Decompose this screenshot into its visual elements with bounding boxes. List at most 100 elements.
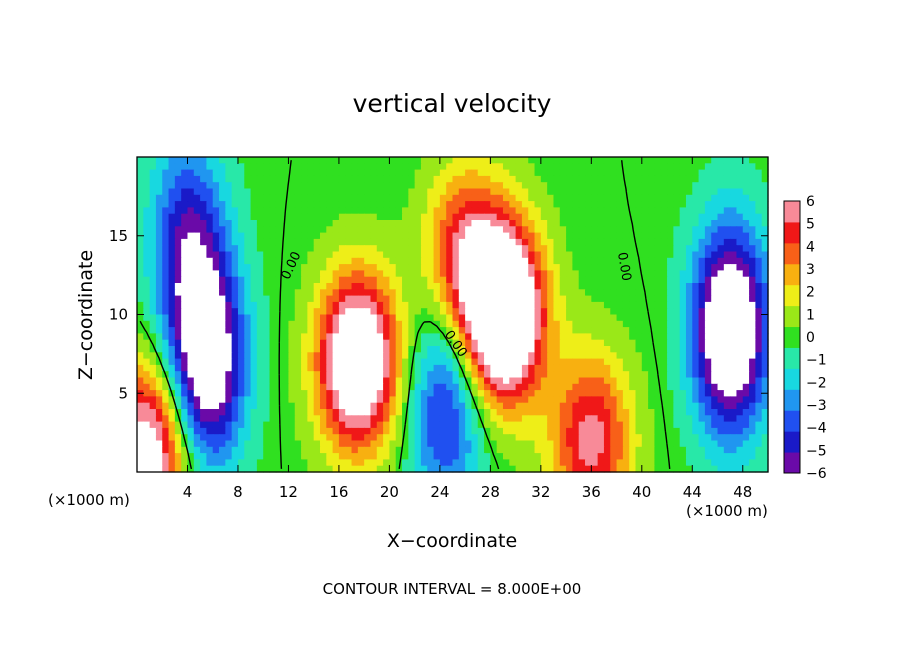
heat-cell <box>143 409 151 416</box>
heat-cell <box>225 383 233 391</box>
heat-cell <box>301 182 308 190</box>
heat-cell <box>332 320 340 328</box>
heat-cell <box>187 440 195 448</box>
heat-cell <box>206 226 214 234</box>
heat-cell <box>319 453 327 460</box>
heat-cell <box>458 295 466 303</box>
heat-cell <box>307 440 315 448</box>
heat-cell <box>269 453 277 460</box>
heat-cell <box>200 308 208 316</box>
heat-cell <box>181 213 189 221</box>
heat-cell <box>212 207 220 215</box>
heat-cell <box>275 175 283 183</box>
heat-cell <box>648 446 656 454</box>
heat-cell <box>566 163 573 171</box>
heat-cell <box>219 188 226 196</box>
heat-cell <box>206 352 214 360</box>
heat-cell <box>395 396 403 404</box>
heat-cell <box>622 446 630 454</box>
heat-cell <box>465 409 473 416</box>
heat-cell <box>566 201 573 208</box>
heat-cell <box>231 377 239 385</box>
heat-cell <box>294 213 302 221</box>
heat-cell <box>237 358 245 366</box>
heat-cell <box>755 270 763 278</box>
heat-cell <box>749 301 756 309</box>
heat-cell <box>654 201 662 208</box>
heat-cell <box>465 194 473 202</box>
heat-cell <box>237 314 245 322</box>
heat-cell <box>749 358 756 366</box>
heat-cell <box>648 459 656 467</box>
heat-cell <box>263 283 271 290</box>
heat-cell <box>502 339 510 347</box>
heat-cell <box>730 396 738 404</box>
heat-cell <box>439 434 447 442</box>
heat-cell <box>698 358 706 366</box>
heat-cell <box>181 352 189 360</box>
heat-cell <box>496 383 504 391</box>
heat-cell <box>742 220 750 227</box>
heat-cell <box>206 295 214 303</box>
heat-cell <box>730 465 738 473</box>
heat-cell <box>269 415 277 423</box>
heat-cell <box>193 226 201 234</box>
heat-cell <box>231 459 239 467</box>
heat-cell <box>591 226 599 234</box>
heat-cell <box>654 238 662 246</box>
heat-cell <box>679 314 687 322</box>
heat-cell <box>559 440 567 448</box>
heat-cell <box>528 201 536 208</box>
heat-cell <box>187 188 195 196</box>
heat-cell <box>616 377 624 385</box>
heat-cell <box>383 169 390 177</box>
heat-cell <box>704 175 712 183</box>
heat-cell <box>547 157 555 164</box>
heat-cell <box>250 377 258 385</box>
heat-cell <box>736 194 744 202</box>
heat-cell <box>515 446 523 454</box>
heat-cell <box>635 283 643 290</box>
heat-cell <box>540 346 548 353</box>
heat-cell <box>332 371 340 379</box>
heat-cell <box>521 182 529 190</box>
heat-cell <box>736 308 744 316</box>
heat-cell <box>490 264 498 271</box>
heat-cell <box>427 402 435 410</box>
heat-cell <box>256 289 264 297</box>
heat-cell <box>717 446 725 454</box>
heat-cell <box>338 415 346 423</box>
heat-cell <box>219 201 226 208</box>
heat-cell <box>490 358 498 366</box>
heat-cell <box>553 257 561 265</box>
heat-cell <box>357 446 365 454</box>
heat-cell <box>685 257 693 265</box>
heat-cell <box>736 396 744 404</box>
heat-cell <box>515 314 523 322</box>
heat-cell <box>679 364 687 372</box>
heat-cell <box>723 409 731 416</box>
heat-cell <box>547 264 555 271</box>
heat-cell <box>402 157 409 164</box>
heat-cell <box>679 352 687 360</box>
heat-cell <box>383 333 390 341</box>
heat-cell <box>723 213 731 221</box>
heat-cell <box>187 377 195 385</box>
heat-cell <box>357 421 365 429</box>
heat-cell <box>181 320 189 328</box>
heat-cell <box>174 440 182 448</box>
heat-cell <box>395 327 403 334</box>
heat-cell <box>307 446 315 454</box>
heat-cell <box>534 201 542 208</box>
heat-cell <box>692 333 700 341</box>
heat-cell <box>622 465 630 473</box>
heat-cell <box>711 465 719 473</box>
heat-cell <box>534 276 542 284</box>
heat-cell <box>591 333 599 341</box>
heat-cell <box>477 377 485 385</box>
heat-cell <box>572 245 580 253</box>
heat-cell <box>338 320 346 328</box>
heat-cell <box>427 270 435 278</box>
heat-cell <box>301 232 308 240</box>
heat-cell <box>509 270 517 278</box>
